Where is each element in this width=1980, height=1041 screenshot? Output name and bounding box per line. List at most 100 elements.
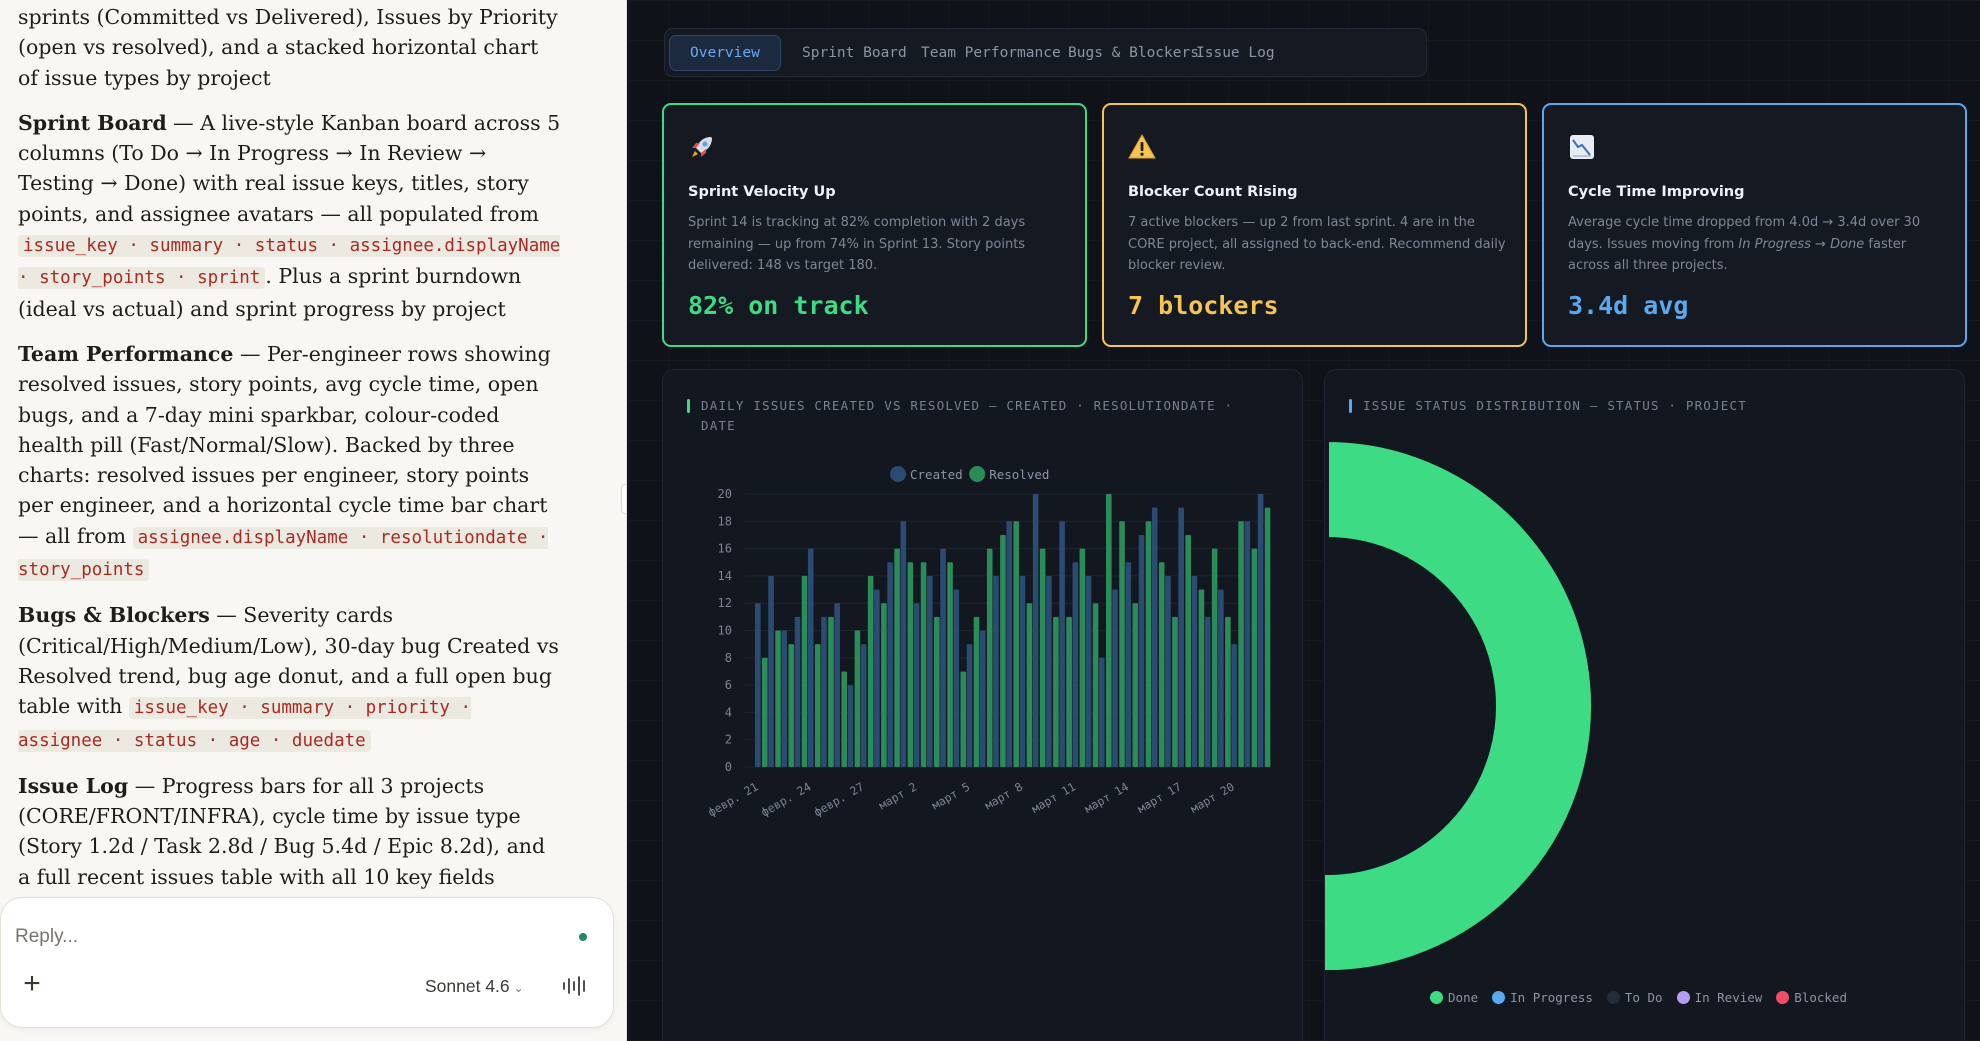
- x-tick-label: март 20: [1188, 779, 1237, 815]
- bar-resolved: [894, 548, 900, 767]
- chat-pane: sprints (Committed vs Delivered), Issues…: [0, 0, 627, 1041]
- legend-label: In Review: [1694, 990, 1763, 1005]
- message-paragraph: sprints (Committed vs Delivered), Issues…: [18, 2, 563, 93]
- bar-resolved: [1026, 603, 1033, 767]
- bar-resolved: [973, 616, 980, 767]
- bar-created: [1178, 507, 1184, 767]
- bar-created: [1257, 494, 1264, 767]
- message-paragraph: Issue Log — Progress bars for all 3 proj…: [18, 771, 563, 892]
- bar-resolved: [1079, 548, 1086, 767]
- bar-created: [913, 603, 920, 767]
- y-tick-label: 6: [725, 678, 732, 692]
- y-tick-label: 4: [725, 705, 732, 719]
- pane-resize-handle[interactable]: [621, 484, 626, 514]
- x-tick-label: март 5: [929, 779, 972, 812]
- bar-resolved: [1053, 616, 1059, 767]
- voice-input-button[interactable]: [561, 974, 589, 998]
- bar-resolved: [1264, 507, 1271, 767]
- dashboard: Overview Sprint Board Team Performance B…: [628, 0, 1980, 1041]
- insight-card-velocity: Sprint Velocity Up Sprint 14 is tracking…: [662, 103, 1087, 347]
- card-metric: 3.4d avg: [1568, 291, 1689, 320]
- reply-input[interactable]: Reply...: [15, 926, 79, 947]
- bar-resolved: [1211, 548, 1218, 767]
- legend-label: In Progress: [1510, 990, 1593, 1005]
- y-tick-label: 14: [718, 569, 732, 583]
- x-tick-label: февр. 27: [811, 779, 866, 819]
- warning-icon: [1127, 132, 1157, 162]
- daily-issues-bar-chart: Created Resolved 0 2 4 6 8 10 12 14 16 18 20 февр. 21…: [706, 466, 1271, 819]
- y-tick-label: 18: [718, 514, 732, 528]
- tab-issue-log[interactable]: Issue Log: [1196, 45, 1275, 61]
- legend-item: In Progress: [1492, 990, 1593, 1005]
- model-name: Sonnet 4.6: [425, 976, 510, 996]
- message-text: — Progress bars for all 3 projects (CORE…: [18, 773, 546, 889]
- bar-created: [1218, 589, 1224, 767]
- card-description: Average cycle time dropped from 4.0d → 3…: [1568, 215, 1921, 273]
- bar-resolved: [1013, 521, 1019, 767]
- bar-resolved: [1000, 534, 1006, 767]
- x-tick-label: март 2: [876, 779, 919, 812]
- bar-created: [927, 575, 933, 767]
- card-title: Cycle Time Improving: [1568, 184, 1745, 200]
- bar-created: [794, 616, 801, 767]
- chart-title: ISSUE STATUS DISTRIBUTION — STATUS · PRO…: [1349, 396, 1929, 416]
- card-title: Blocker Count Rising: [1128, 184, 1298, 200]
- bar-resolved: [867, 575, 874, 767]
- bar-resolved: [788, 644, 795, 767]
- bar-created: [953, 589, 960, 767]
- message-text: . Plus a sprint burndown (ideal vs actua…: [18, 264, 522, 321]
- bar-created: [1099, 657, 1105, 767]
- plus-icon: +: [23, 967, 41, 1000]
- bar-created: [847, 685, 854, 767]
- y-tick-label: 10: [718, 624, 732, 638]
- tab-sprint-board[interactable]: Sprint Board: [802, 45, 907, 61]
- legend-swatch: [1492, 991, 1506, 1004]
- bar-resolved: [1119, 521, 1125, 767]
- card-title: Sprint Velocity Up: [688, 184, 836, 200]
- bar-resolved: [1145, 521, 1152, 767]
- add-attachment-button[interactable]: +: [19, 969, 45, 999]
- legend-label: To Do: [1624, 990, 1663, 1005]
- model-selector[interactable]: Sonnet 4.6 ⌄: [425, 976, 524, 997]
- section-heading: Bugs & Blockers: [18, 603, 210, 628]
- bar-created: [860, 644, 867, 767]
- legend-label: Resolved: [989, 467, 1049, 482]
- card-metric: 7 blockers: [1128, 291, 1279, 320]
- legend-label: Done: [1448, 990, 1479, 1005]
- legend-label: Created: [910, 467, 963, 482]
- bar-resolved: [947, 562, 953, 767]
- y-tick-label: 2: [725, 733, 732, 747]
- tab-team-performance[interactable]: Team Performance: [921, 45, 1061, 61]
- section-heading: Team Performance: [18, 341, 234, 366]
- message-paragraph: Sprint Board — A live-style Kanban board…: [18, 108, 563, 324]
- bar-resolved: [1092, 603, 1099, 767]
- bar-created: [1165, 575, 1171, 767]
- legend-swatch: [1606, 991, 1620, 1004]
- assistant-message: sprints (Committed vs Delivered), Issues…: [18, 0, 563, 907]
- bar-resolved: [907, 562, 914, 767]
- chart-legend: Created Resolved: [890, 466, 1049, 482]
- message-text: sprints (Committed vs Delivered), Issues…: [18, 5, 558, 90]
- bar-created: [768, 575, 774, 767]
- bar-created: [887, 562, 893, 767]
- bar-created: [1231, 644, 1237, 767]
- x-tick-label: март 8: [982, 779, 1025, 812]
- bar-resolved: [1039, 548, 1046, 767]
- legend-swatch: [1776, 991, 1790, 1004]
- bar-resolved: [1251, 548, 1258, 767]
- bar-created: [1191, 575, 1198, 767]
- bar-created: [1204, 616, 1211, 767]
- tab-bugs-blockers[interactable]: Bugs & Blockers: [1068, 45, 1199, 61]
- bar-resolved: [1066, 616, 1072, 767]
- bar-resolved: [814, 644, 821, 767]
- message-text: — A live-style Kanban board across 5 col…: [18, 110, 561, 226]
- bar-resolved: [841, 671, 847, 767]
- bar-created: [1085, 575, 1092, 767]
- legend-item: To Do: [1606, 990, 1663, 1005]
- tab-overview[interactable]: Overview: [669, 35, 781, 71]
- legend-item: Done: [1430, 990, 1478, 1005]
- bar-created: [1046, 575, 1052, 767]
- y-tick-label: 0: [725, 760, 732, 774]
- bar-created: [979, 630, 986, 767]
- daily-issues-chart-panel: DAILY ISSUES CREATED VS RESOLVED — CREAT…: [662, 369, 1303, 1041]
